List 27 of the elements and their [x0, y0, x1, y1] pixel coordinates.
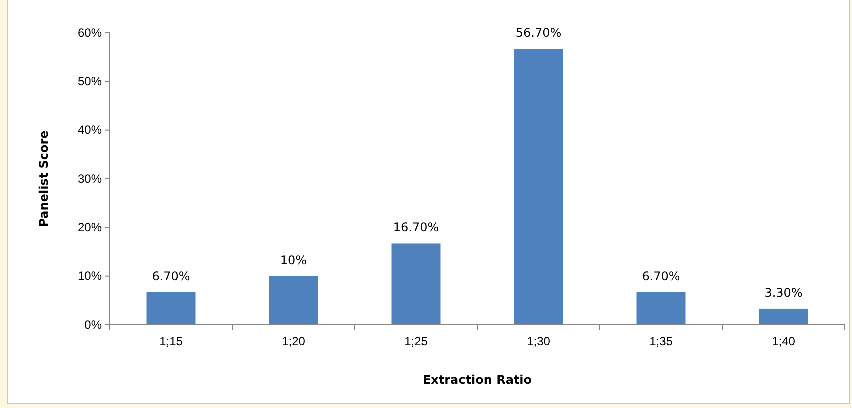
data-label: 6.70% [642, 269, 680, 284]
data-label: 56.70% [516, 26, 562, 40]
y-tick-label: 0% [84, 318, 102, 332]
y-axis-title: Panelist Score [37, 130, 51, 228]
y-tick-label: 20% [78, 220, 102, 235]
y-tick-label: 50% [78, 74, 102, 89]
bar [392, 244, 441, 325]
y-tick-label: 30% [78, 172, 102, 186]
data-label: 16.70% [393, 220, 440, 235]
x-axis-title: Extraction Ratio [422, 373, 532, 387]
bar [269, 276, 318, 325]
x-tick-label: 1;30 [527, 334, 551, 349]
data-label: 6.70% [152, 269, 190, 284]
x-tick-label: 1;20 [282, 334, 306, 349]
y-tick-label: 60% [78, 26, 102, 40]
data-label: 10% [280, 253, 308, 268]
bar [759, 308, 808, 325]
x-tick-label: 1;35 [650, 334, 674, 349]
y-tick-label: 10% [78, 269, 102, 284]
bar [514, 49, 564, 325]
x-tick-label: 1;15 [160, 334, 184, 349]
x-tick-label: 1;25 [404, 334, 428, 349]
y-tick-label: 40% [78, 123, 102, 138]
data-label: 3.30% [764, 286, 803, 300]
bar [636, 292, 686, 325]
bar [146, 292, 196, 325]
x-tick-label: 1;40 [772, 334, 796, 349]
